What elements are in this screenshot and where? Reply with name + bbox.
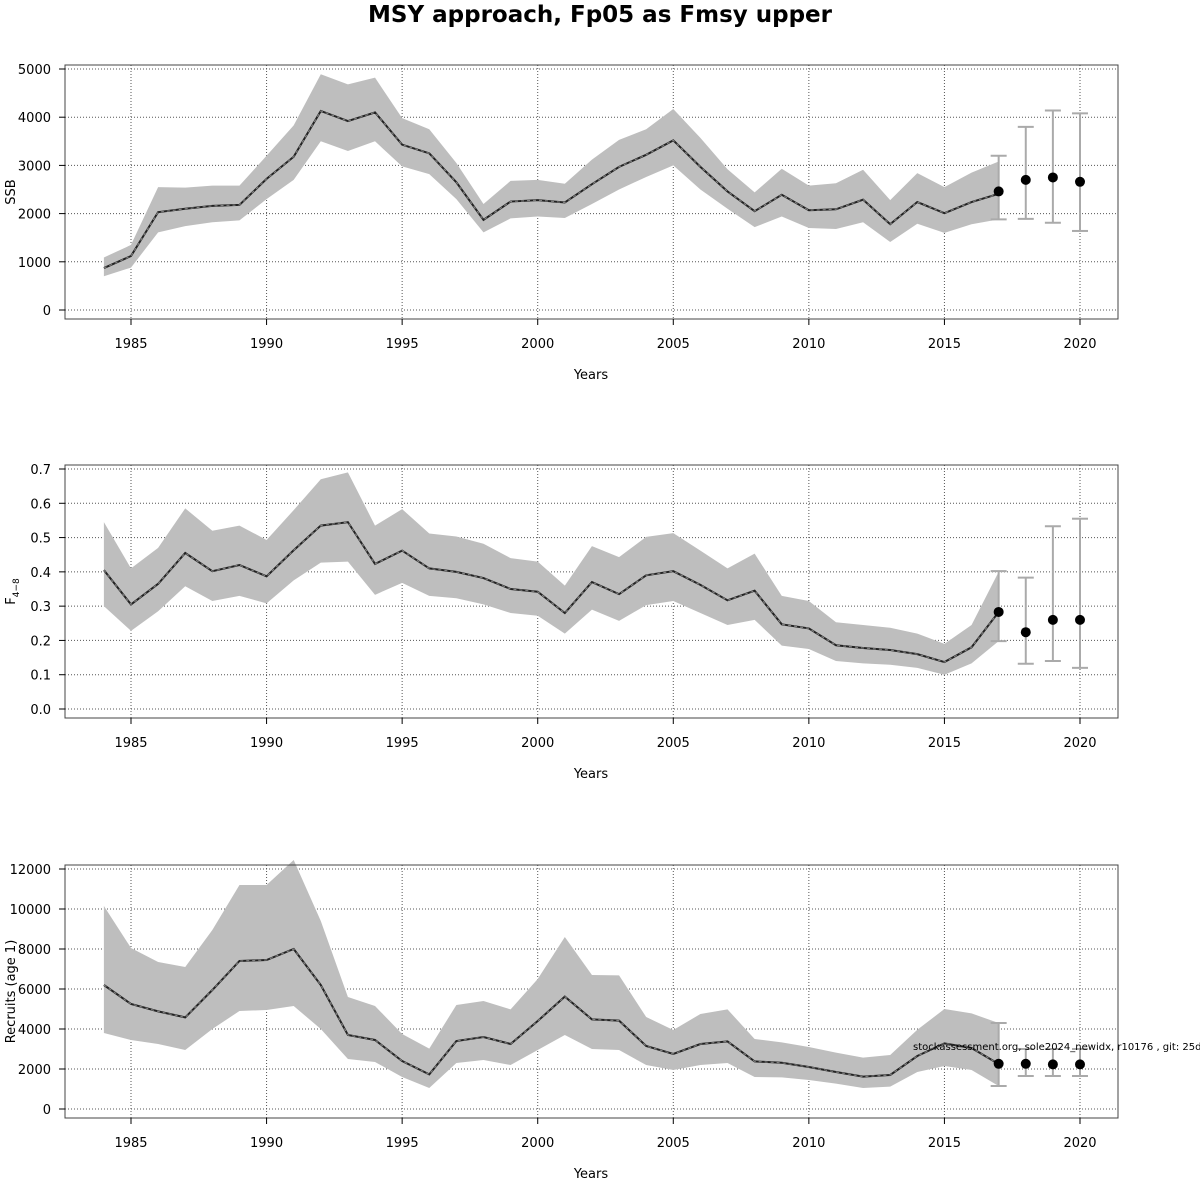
y-tick-label: 0.4 <box>30 566 51 581</box>
y-tick-label: 0.0 <box>30 703 51 718</box>
x-tick-label: 2015 <box>928 1136 961 1151</box>
estimate-line-dash <box>103 110 999 269</box>
x-tick-label: 2000 <box>521 736 554 751</box>
x-tick-label: 2005 <box>657 736 690 751</box>
x-axis-label: Years <box>573 767 609 782</box>
x-tick-label: 2005 <box>657 1136 690 1151</box>
y-tick-label: 8000 <box>18 943 51 958</box>
y-tick-label: 4000 <box>18 1023 51 1038</box>
annotation: stockassessment.org, sole2024_newidx, r1… <box>913 1042 1200 1053</box>
x-tick-label: 2000 <box>521 1136 554 1151</box>
estimate-line-dash <box>103 521 1000 663</box>
y-tick-label: 1000 <box>18 256 51 271</box>
x-tick-label: 2020 <box>1063 1136 1096 1151</box>
x-tick-label: 2000 <box>521 337 554 352</box>
x-tick-label: 2015 <box>928 736 961 751</box>
estimate-line-dash <box>103 948 999 1078</box>
y-axis-label: Recruits (age 1) <box>4 940 19 1044</box>
forecast-point <box>993 606 1004 617</box>
forecast-point <box>1047 614 1058 625</box>
forecast-point <box>1047 1059 1058 1070</box>
x-tick-label: 1990 <box>250 1136 283 1151</box>
y-tick-label: 0.6 <box>30 497 51 512</box>
plot-frame <box>64 864 1119 1119</box>
y-tick-label: 0.5 <box>30 532 51 547</box>
y-axis-label: SSB <box>4 179 19 204</box>
x-tick-label: 2010 <box>792 1136 825 1151</box>
confidence-band <box>103 860 999 1088</box>
y-tick-label: 4000 <box>18 111 51 126</box>
x-tick-label: 1995 <box>386 1136 419 1151</box>
y-tick-label: 2000 <box>18 208 51 223</box>
x-axis-label: Years <box>573 1167 609 1182</box>
x-tick-label: 1995 <box>386 337 419 352</box>
y-tick-label: 0.3 <box>30 600 51 615</box>
forecast-point <box>1020 627 1031 638</box>
plot-frame <box>64 64 1119 320</box>
x-tick-label: 2010 <box>792 736 825 751</box>
confidence-band <box>103 472 999 675</box>
y-tick-label: 10000 <box>10 903 51 918</box>
forecast-point <box>1075 614 1085 625</box>
x-axis-label: Years <box>573 368 609 383</box>
y-tick-label: 6000 <box>18 983 51 998</box>
y-tick-label: 3000 <box>18 159 51 174</box>
forecast-point <box>1047 172 1058 183</box>
x-tick-label: 1985 <box>114 337 147 352</box>
x-tick-label: 2020 <box>1063 337 1096 352</box>
x-tick-label: 2005 <box>657 337 690 352</box>
forecast-point <box>1020 1058 1031 1069</box>
x-tick-label: 1990 <box>250 736 283 751</box>
y-tick-label: 0 <box>43 1103 51 1118</box>
y-axis-label: F4−8 <box>4 578 22 605</box>
y-tick-label: 0.7 <box>30 463 51 478</box>
forecast-point <box>993 1058 1004 1069</box>
forecast-point <box>1020 174 1031 185</box>
y-tick-label: 12000 <box>10 863 51 878</box>
y-axis-label-subscript: 4−8 <box>12 578 22 597</box>
x-tick-label: 2015 <box>928 337 961 352</box>
plot-frame <box>64 464 1119 719</box>
x-tick-label: 1985 <box>114 1136 147 1151</box>
y-tick-label: 5000 <box>18 63 51 78</box>
x-tick-label: 1985 <box>114 736 147 751</box>
y-tick-label: 0.2 <box>30 634 51 649</box>
y-tick-label: 2000 <box>18 1063 51 1078</box>
forecast-point <box>1075 176 1085 187</box>
y-tick-label: 0 <box>43 304 51 319</box>
x-tick-label: 1990 <box>250 337 283 352</box>
x-tick-label: 1995 <box>386 736 419 751</box>
x-tick-label: 2020 <box>1063 736 1096 751</box>
forecast-point <box>993 186 1004 197</box>
figure-title: MSY approach, Fp05 as Fmsy upper <box>368 2 832 28</box>
confidence-band <box>103 74 999 277</box>
y-tick-label: 0.1 <box>30 669 51 684</box>
x-tick-label: 2010 <box>792 337 825 352</box>
forecast-point <box>1075 1059 1085 1070</box>
